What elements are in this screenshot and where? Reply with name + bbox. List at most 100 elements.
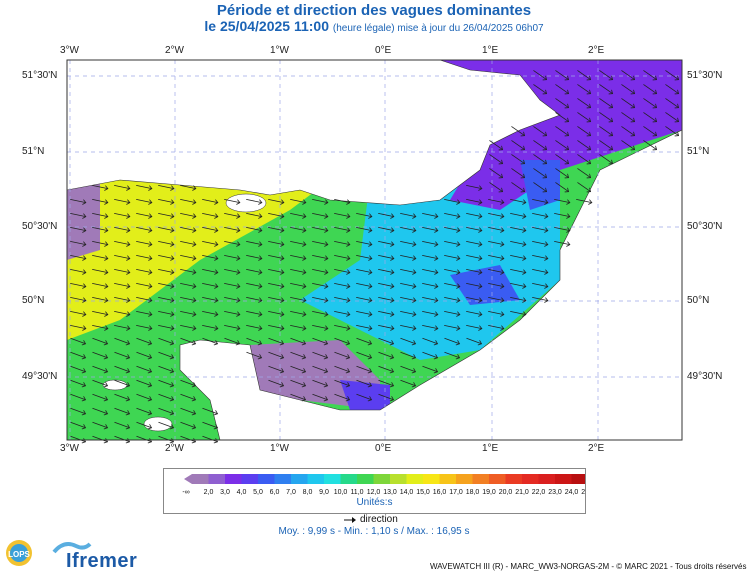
lops-logo: LOPS xyxy=(6,540,32,566)
wave-direction-arrow xyxy=(356,240,373,247)
wave-direction-arrow xyxy=(577,98,592,109)
wave-direction-arrow xyxy=(532,240,549,247)
wave-direction-arrow xyxy=(488,226,505,233)
wave-direction-arrow xyxy=(356,310,373,317)
wave-direction-arrow xyxy=(356,212,373,219)
wave-direction-arrow xyxy=(202,212,219,219)
wave-direction-arrow xyxy=(378,296,395,303)
wave-direction-arrow xyxy=(489,140,504,151)
wave-direction-arrow xyxy=(268,226,285,233)
legend-swatch xyxy=(307,474,324,484)
wave-direction-arrow xyxy=(92,212,109,219)
wave-direction-arrow xyxy=(444,310,461,317)
wave-direction-arrow xyxy=(665,98,680,109)
wave-direction-arrow xyxy=(246,296,263,303)
wave-direction-arrow xyxy=(356,351,373,360)
wave-direction-arrow xyxy=(334,226,351,233)
wave-direction-arrow xyxy=(510,254,527,261)
wave-direction-arrow xyxy=(180,393,197,402)
legend-tick-label: 19,0 xyxy=(482,489,496,496)
wave-direction-arrow xyxy=(488,282,505,289)
wave-direction-arrow xyxy=(488,310,505,317)
wave-direction-arrow xyxy=(158,198,175,205)
wave-direction-arrow xyxy=(356,379,373,388)
footer-credit: WAVEWATCH III (R) - MARC_WW3-NORGAS-2M -… xyxy=(430,562,747,571)
wave-direction-arrow xyxy=(180,254,197,261)
wave-direction-arrow xyxy=(70,296,87,303)
wave-direction-arrow xyxy=(92,324,109,331)
wave-direction-arrow xyxy=(643,126,658,137)
latitude-tick-label: 50°N xyxy=(22,295,45,306)
wave-direction-arrow xyxy=(555,70,570,81)
latitude-tick-label: 51°N xyxy=(687,146,710,157)
wave-direction-arrow xyxy=(643,84,658,95)
legend-swatch xyxy=(225,474,242,484)
wave-direction-arrow xyxy=(246,310,263,317)
wave-direction-arrow xyxy=(136,324,153,331)
wave-direction-arrow xyxy=(488,268,505,275)
wave-direction-arrow xyxy=(92,240,109,247)
wave-direction-arrow xyxy=(533,182,548,193)
legend-tick-label: 24,0 xyxy=(565,489,579,496)
wave-direction-arrow xyxy=(290,212,307,219)
wave-direction-arrow xyxy=(202,421,219,430)
map-date-line: le 25/04/2025 11:00 (heure légale) mise … xyxy=(0,18,748,34)
wave-direction-arrow xyxy=(489,168,504,179)
legend-tick-label: 17,0 xyxy=(449,489,463,496)
wave-direction-arrow xyxy=(92,407,109,416)
legend-unit: Unités:s xyxy=(356,497,393,508)
wave-direction-arrow xyxy=(378,268,395,275)
wave-direction-arrow xyxy=(334,198,351,205)
wave-direction-arrow xyxy=(268,379,285,388)
latitude-tick-label: 51°30'N xyxy=(22,70,58,81)
wave-direction-arrow xyxy=(92,226,109,233)
wave-direction-arrow xyxy=(92,254,109,261)
wave-direction-arrow xyxy=(466,268,483,275)
wave-direction-arrow xyxy=(224,254,241,261)
wave-direction-arrow xyxy=(577,126,592,137)
wave-direction-arrow xyxy=(180,268,197,275)
wave-direction-arrow xyxy=(577,112,592,123)
map-frame xyxy=(66,59,683,441)
wave-direction-arrow xyxy=(158,324,175,331)
wave-direction-arrow xyxy=(180,296,197,303)
wave-direction-arrow xyxy=(290,379,307,388)
wave-direction-arrow xyxy=(246,282,263,289)
legend-tick-label: 5,0 xyxy=(253,489,263,496)
wave-direction-arrow xyxy=(334,365,351,374)
wave-direction-arrow xyxy=(488,198,505,205)
legend-swatch xyxy=(208,474,225,484)
wave-direction-arrow xyxy=(555,84,570,95)
wave-direction-arrow xyxy=(180,407,197,416)
wave-direction-arrow xyxy=(554,240,571,247)
wave-direction-arrow xyxy=(334,282,351,289)
wave-direction-arrow xyxy=(422,268,439,275)
wave-direction-arrow xyxy=(202,296,219,303)
wave-direction-arrow xyxy=(334,324,351,331)
wave-direction-arrow xyxy=(158,254,175,261)
wave-direction-arrow xyxy=(511,182,526,193)
legend-swatch xyxy=(192,474,209,484)
wave-direction-arrow xyxy=(444,268,461,275)
lops-logo-text: LOPS xyxy=(8,550,30,559)
wave-direction-arrow xyxy=(202,435,219,444)
wave-direction-arrow xyxy=(599,98,614,109)
wave-direction-arrow xyxy=(246,324,263,331)
wave-direction-arrow xyxy=(70,393,87,402)
legend-swatch xyxy=(324,474,341,484)
wave-direction-arrow xyxy=(510,310,527,317)
wave-direction-arrow xyxy=(136,421,153,430)
wave-direction-arrow xyxy=(268,296,285,303)
direction-arrow-icon xyxy=(344,517,356,523)
wave-direction-arrow xyxy=(268,240,285,247)
wave-direction-arrow xyxy=(136,379,153,388)
zone-blue-patch2 xyxy=(450,265,520,305)
wave-direction-arrow xyxy=(533,154,548,165)
wave-direction-arrow xyxy=(444,212,461,219)
wave-direction-arrow xyxy=(136,435,153,444)
zone-blue-small xyxy=(340,380,390,410)
wave-direction-arrow xyxy=(378,282,395,289)
wave-direction-arrow xyxy=(290,337,307,346)
wave-direction-arrow xyxy=(70,240,87,247)
wave-direction-arrow xyxy=(180,240,197,247)
